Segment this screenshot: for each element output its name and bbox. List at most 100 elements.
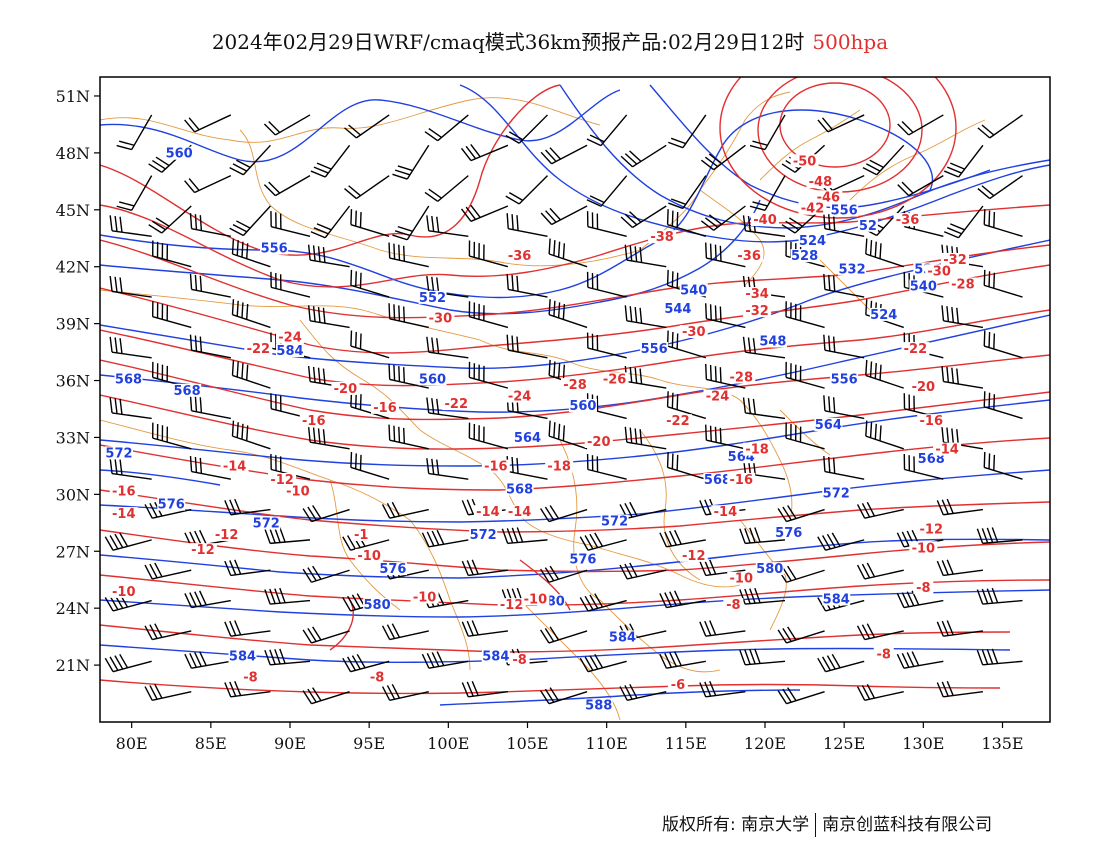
temperature-label-bg (901, 342, 930, 356)
wind-barb (897, 114, 944, 136)
wind-barb (224, 498, 271, 516)
wind-barb (540, 505, 588, 523)
wind-barb (823, 213, 865, 238)
wind-barb (264, 648, 311, 666)
wind-barb (739, 648, 786, 666)
wind-barb (224, 680, 271, 698)
wind-barb (586, 114, 628, 147)
temperature-label: -8 (370, 670, 384, 685)
geopotential-label: 576 (158, 498, 185, 513)
geopotential-label: 572 (823, 486, 850, 501)
geopotential-label: 552 (419, 291, 446, 306)
geopotential-label-bg (252, 516, 281, 530)
geopotential-label: 584 (609, 630, 636, 645)
wind-barb (229, 205, 271, 237)
temperature-label: -40 (753, 213, 777, 228)
wind-barb (109, 397, 152, 420)
temperature-label: -36 (737, 249, 761, 264)
wind-barb (184, 114, 232, 133)
temperature-label: -8 (916, 581, 930, 596)
temperature-label: -30 (429, 312, 453, 327)
temperature-label: -6 (671, 678, 685, 693)
temperature-label-bg (442, 397, 471, 411)
temperature-label-bg (584, 435, 613, 449)
geopotential-label: 568 (704, 473, 731, 488)
temperature-label: -20 (912, 380, 936, 395)
temperature-label: -14 (935, 443, 959, 458)
wind-barb (350, 269, 390, 298)
lat-tick-label: 45N (56, 201, 90, 220)
map-frame (99, 76, 1051, 723)
wind-barb (749, 175, 786, 211)
temperature-label-bg (711, 505, 740, 519)
wind-barb (144, 562, 192, 580)
geopotential-label-bg (830, 372, 859, 386)
wind-barb (823, 395, 865, 420)
wind-barb (264, 587, 311, 605)
temperature-label: -20 (587, 435, 611, 450)
wind-barb (548, 299, 588, 329)
geopotential-label: 560 (569, 399, 596, 414)
copyright-footer: 版权所有: 南京大学 南京创蓝科技有限公司 (662, 810, 992, 837)
wind-barb (468, 422, 509, 450)
lat-tick-label: 27N (56, 542, 90, 561)
temperature-label-bg (790, 154, 819, 168)
wind-barb (426, 458, 469, 480)
wind-barb (461, 680, 509, 698)
temperature-label: -18 (547, 460, 571, 475)
geopotential-contours (100, 84, 1050, 706)
temperature-label: -8 (877, 648, 891, 663)
wind-barb (189, 395, 231, 420)
wind-barb (540, 205, 588, 226)
wind-barb (392, 144, 430, 180)
wind-barb (148, 205, 192, 234)
wind-barb (777, 565, 825, 583)
temperature-label: -12 (215, 528, 239, 543)
wind-barb (936, 498, 984, 516)
temperature-label: -28 (563, 378, 587, 393)
lon-tick-label: 85E (195, 734, 227, 753)
wind-barb (460, 144, 509, 162)
geopotential-label: 560 (166, 147, 193, 162)
wind-barb (392, 205, 430, 241)
geopotential-label-bg (758, 334, 787, 348)
wind-barb (619, 684, 667, 701)
temperature-label: -20 (334, 382, 358, 397)
geopotential-label: 568 (174, 384, 201, 399)
geopotential-label: 572 (105, 446, 132, 461)
geopotential-label: 52 (859, 219, 877, 234)
wind-barb (184, 175, 232, 194)
temperature-label: -32 (745, 304, 769, 319)
wind-barb (865, 359, 904, 389)
temperature-label: -16 (484, 460, 508, 475)
temperature-label-bg (727, 571, 756, 585)
geopotential-label-bg (869, 307, 898, 321)
wind-barb (388, 242, 429, 268)
temperature-label-bg (806, 175, 835, 189)
temperature-label-bg (521, 592, 550, 606)
temperature-label: -24 (706, 390, 730, 405)
temperature-label-bg (212, 527, 241, 541)
wind-barb (388, 424, 429, 450)
wind-barb (856, 562, 904, 580)
temperature-label-bg (798, 201, 827, 215)
temperature-label: -1 (354, 528, 368, 543)
wind-barb (936, 559, 984, 577)
wind-barb (302, 565, 350, 583)
wind-barb (342, 653, 390, 673)
temperature-label: -24 (278, 331, 302, 346)
geopotential-label: 564 (514, 431, 541, 446)
wind-barb (777, 626, 825, 644)
wind-barb (540, 626, 588, 644)
lat-tick-label: 33N (56, 428, 90, 447)
temperature-label-bg (743, 287, 772, 301)
wind-barb (506, 273, 548, 298)
wind-barb (705, 363, 746, 389)
wind-barb (666, 451, 707, 480)
temperature-label: -46 (817, 190, 841, 205)
wind-barb (586, 271, 627, 298)
temperature-label: -22 (666, 414, 690, 429)
temperature-label: -22 (247, 342, 271, 357)
temperature-label: -50 (793, 154, 817, 169)
wind-barb (976, 648, 1023, 666)
